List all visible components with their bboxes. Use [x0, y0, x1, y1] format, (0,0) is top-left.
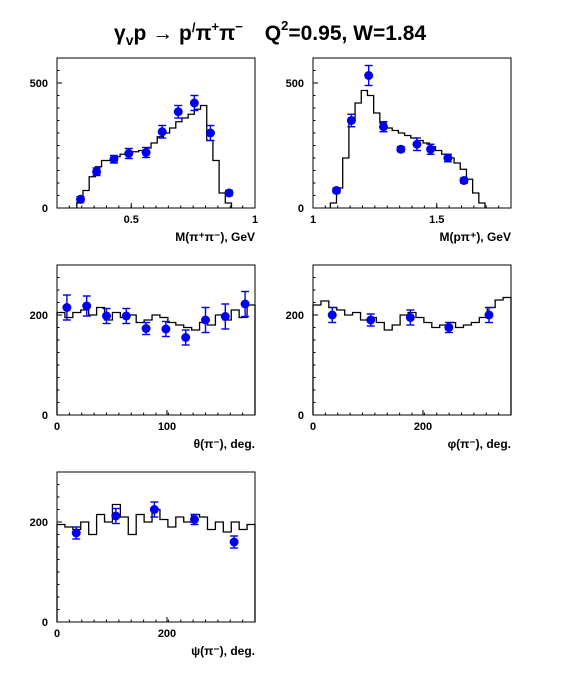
chart-4-xlabel: φ(π⁻), deg.	[448, 437, 511, 451]
chart-3-data-point	[220, 312, 230, 321]
chart-5-xlabel: ψ(π⁻), deg.	[191, 644, 255, 658]
chart-4-ytick-label: 200	[286, 310, 304, 322]
chart-2-histogram	[329, 89, 486, 208]
title-prime: /	[192, 20, 196, 35]
chart-3-data-point	[82, 301, 92, 311]
chart-2-xtick-label: 1.5	[429, 214, 444, 226]
title-pi-minus: π	[219, 22, 235, 45]
chart-3-xtick-label: 100	[158, 421, 176, 433]
chart-1-data-point	[157, 127, 167, 137]
chart-5-ytick-label: 200	[30, 517, 48, 529]
chart-3-xtick-label: 0	[54, 421, 60, 433]
chart-3-data-point	[201, 315, 210, 325]
chart-4-frame	[312, 264, 512, 416]
chart-panel-1: 0.5 1 0 500 M(π⁺π⁻), GeV	[30, 57, 258, 244]
chart-3-data-point	[62, 303, 72, 312]
title-q: Q	[265, 22, 281, 45]
chart-2-data-point	[459, 176, 469, 185]
chart-1-data-point	[92, 167, 102, 177]
chart-2-data-point	[426, 144, 436, 154]
chart-5-histogram	[56, 503, 256, 622]
chart-4-histogram	[312, 296, 512, 415]
chart-2-data-point	[364, 71, 374, 80]
chart-3-data-point	[121, 311, 131, 321]
chart-1-data-point	[141, 148, 151, 157]
chart-2-xlabel: M(pπ⁺), GeV	[439, 230, 511, 244]
chart-panel-2: 1 1.5 0 500 M(pπ⁺), GeV	[286, 57, 512, 244]
chart-1-xtick-label: 1	[252, 214, 258, 226]
chart-1-xtick-label: 0.5	[124, 214, 139, 226]
chart-panel-5: 0 200 0 200 ψ(π⁻), deg.	[30, 471, 256, 658]
chart-2-ytick-label: 0	[298, 203, 304, 215]
chart-1-data-point	[205, 128, 215, 138]
chart-2-data-point	[332, 186, 342, 195]
chart-2-data-point	[396, 144, 406, 154]
chart-4-data-point	[327, 310, 337, 320]
chart-panel-4: 0 200 0 200 φ(π⁻), deg.	[286, 264, 512, 451]
title-reaction: p → p	[133, 22, 191, 45]
chart-3-frame	[56, 264, 256, 416]
chart-2-xtick-label: 1	[310, 214, 316, 226]
chart-5-data-point	[149, 505, 159, 514]
chart-1-data-point	[189, 98, 199, 108]
chart-3-data-point	[161, 324, 171, 334]
chart-1-histogram	[76, 104, 233, 208]
chart-4-data-point	[405, 313, 415, 322]
chart-panel-3: 0 100 0 200 θ(π⁻), deg.	[30, 264, 256, 451]
chart-4-ytick-label: 0	[298, 410, 304, 422]
chart-3-xlabel: θ(π⁻), deg.	[194, 437, 255, 451]
chart-3-data-point	[181, 333, 191, 342]
chart-5-data-point	[190, 515, 199, 524]
chart-3-data-point	[240, 299, 250, 309]
chart-3-ytick-label: 0	[42, 410, 48, 422]
figure-title: γvp → p/π+π− Q2=0.95, W=1.84	[114, 18, 426, 48]
title-minus-sup: −	[235, 19, 243, 34]
chart-1-ytick-label: 500	[30, 78, 48, 90]
chart-5-data-point	[71, 528, 81, 538]
chart-4-data-point	[366, 315, 376, 325]
chart-3-ytick-label: 200	[30, 310, 48, 322]
chart-1-ytick-label: 0	[42, 203, 48, 215]
title-plus-sup: +	[212, 19, 220, 34]
title-gamma-sub: v	[126, 32, 134, 48]
chart-1-data-point	[109, 154, 119, 164]
chart-2-ytick-label: 500	[286, 78, 304, 90]
chart-1-data-point	[224, 188, 234, 198]
chart-4-data-point	[444, 323, 454, 332]
chart-4-xtick-label: 0	[310, 421, 316, 433]
chart-5-ytick-label: 0	[42, 617, 48, 629]
chart-1-xlabel: M(π⁺π⁻), GeV	[175, 230, 255, 244]
chart-2-data-point	[379, 122, 389, 132]
title-q2-sup: 2	[281, 18, 288, 33]
chart-5-data-point	[111, 511, 121, 521]
chart-4-xtick-label: 200	[414, 421, 432, 433]
chart-2-data-point	[443, 153, 453, 163]
chart-5-frame	[56, 471, 256, 623]
chart-5-data-point	[229, 537, 239, 547]
title-q2-rest: =0.95, W=1.84	[288, 22, 426, 45]
chart-5-xtick-label: 200	[158, 628, 176, 640]
chart-1-frame	[56, 57, 256, 209]
chart-2-data-point	[412, 139, 422, 149]
title-pi-plus: π	[195, 22, 211, 45]
chart-1-data-point	[76, 194, 86, 204]
chart-1-data-point	[173, 107, 183, 117]
title-gamma: γ	[114, 22, 126, 45]
chart-5-xtick-label: 0	[54, 628, 60, 640]
chart-3-data-point	[141, 324, 151, 333]
chart-4-data-point	[484, 310, 494, 320]
chart-2-data-point	[346, 116, 356, 125]
chart-3-data-point	[102, 311, 111, 321]
chart-1-data-point	[124, 149, 134, 158]
